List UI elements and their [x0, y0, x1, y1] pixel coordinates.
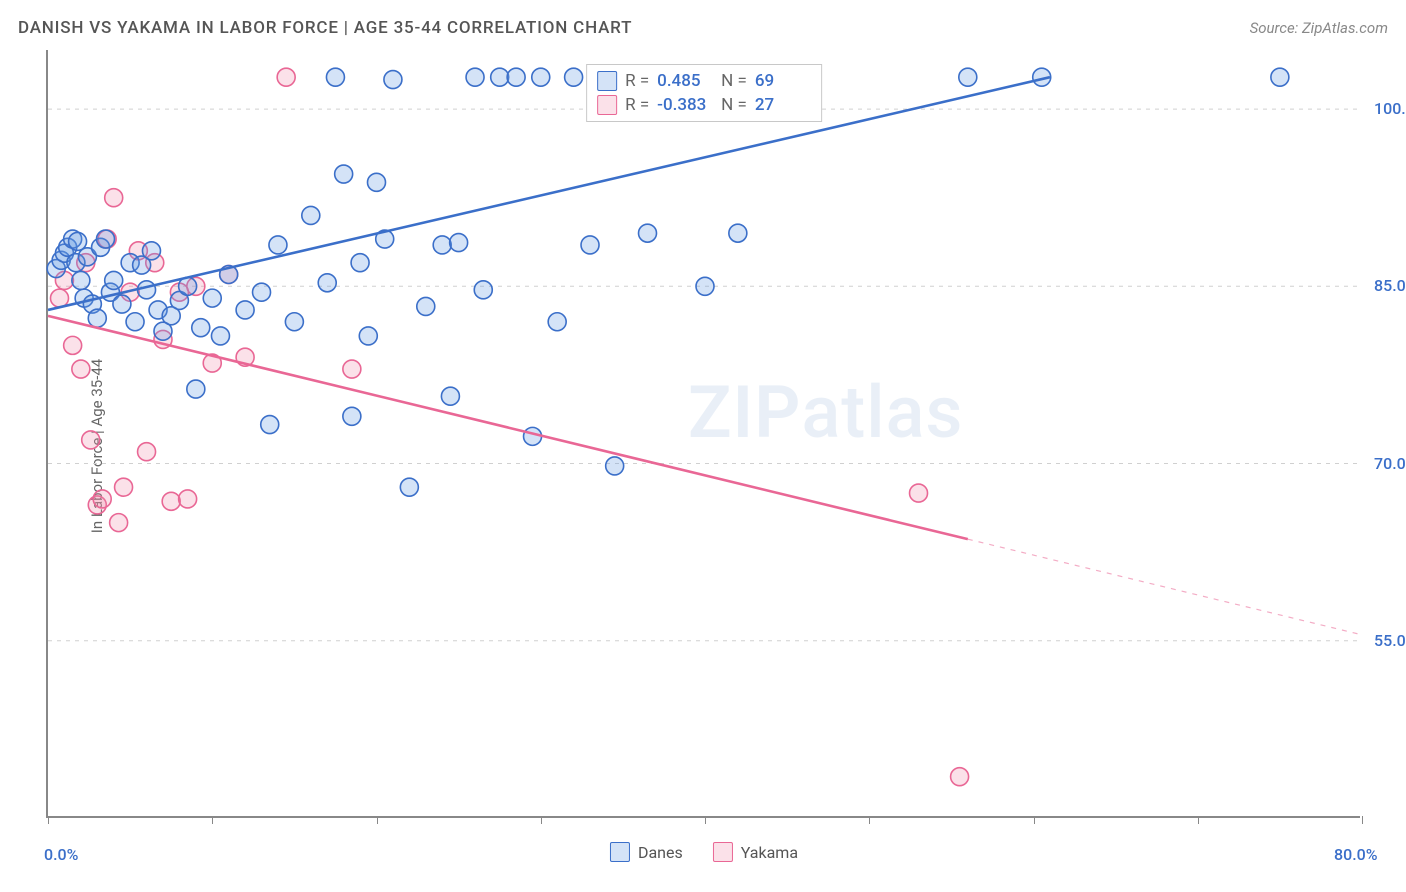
x-tick: [48, 816, 49, 824]
y-tick-label: 85.0%: [1374, 276, 1406, 295]
swatch-danes-icon: [597, 71, 617, 91]
legend-label-yakama: Yakama: [741, 843, 798, 862]
x-tick: [869, 816, 870, 824]
header-row: DANISH VS YAKAMA IN LABOR FORCE | AGE 35…: [18, 18, 1388, 38]
n-value-danes: 69: [755, 71, 811, 91]
y-tick-label: 70.0%: [1374, 454, 1406, 473]
chart-container: DANISH VS YAKAMA IN LABOR FORCE | AGE 35…: [0, 0, 1406, 892]
x-tick-label: 0.0%: [44, 845, 78, 864]
swatch-yakama-icon: [597, 95, 617, 115]
x-tick: [377, 816, 378, 824]
x-tick-label: 80.0%: [1334, 845, 1378, 864]
legend-item-yakama: Yakama: [713, 842, 798, 862]
swatch-danes-icon: [610, 842, 630, 862]
y-tick-label: 100.0%: [1374, 99, 1406, 118]
x-tick: [541, 816, 542, 824]
plot-frame: ZIPatlas R = 0.485 N = 69 R = -0.383 N =…: [46, 50, 1360, 818]
swatch-yakama-icon: [713, 842, 733, 862]
regression-lines-layer: [48, 50, 1360, 816]
legend-item-danes: Danes: [610, 842, 683, 862]
legend-row-yakama: R = -0.383 N = 27: [597, 93, 811, 117]
x-tick: [705, 816, 706, 824]
n-value-yakama: 27: [755, 95, 811, 115]
r-label-yakama: R =: [625, 95, 649, 115]
r-label-danes: R =: [625, 71, 649, 91]
legend-label-danes: Danes: [638, 843, 683, 862]
correlation-legend: R = 0.485 N = 69 R = -0.383 N = 27: [586, 64, 822, 122]
r-value-danes: 0.485: [657, 71, 713, 91]
x-tick: [212, 816, 213, 824]
x-tick: [1198, 816, 1199, 824]
n-label-danes: N =: [721, 71, 747, 91]
n-label-yakama: N =: [721, 95, 747, 115]
series-legend: Danes Yakama: [610, 842, 798, 862]
source-attribution: Source: ZipAtlas.com: [1250, 19, 1388, 37]
x-tick: [1362, 816, 1363, 824]
y-tick-label: 55.0%: [1374, 631, 1406, 650]
r-value-yakama: -0.383: [657, 95, 713, 115]
x-tick: [1034, 816, 1035, 824]
legend-row-danes: R = 0.485 N = 69: [597, 69, 811, 93]
chart-title: DANISH VS YAKAMA IN LABOR FORCE | AGE 35…: [18, 18, 632, 38]
